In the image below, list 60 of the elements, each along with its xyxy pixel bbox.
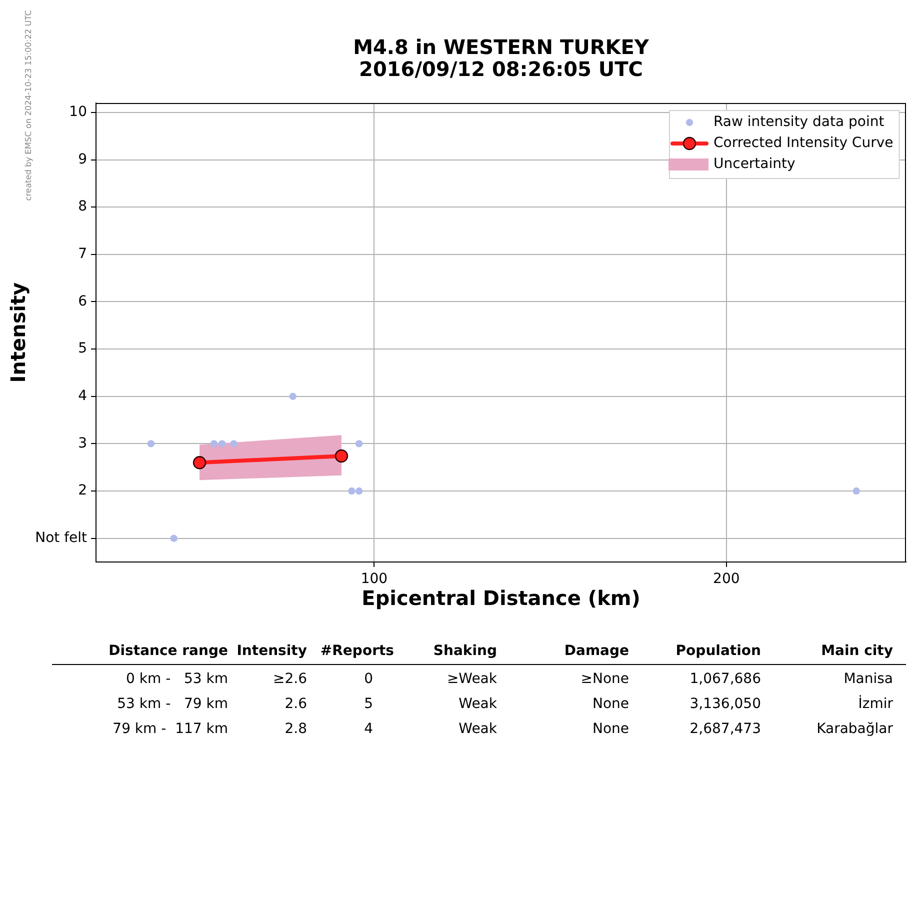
point [348, 487, 356, 495]
legend-label: Uncertainty [714, 156, 796, 172]
text: 4 [364, 721, 373, 737]
y-tick-label: 9 [78, 151, 87, 168]
text: 1,067,686 [690, 671, 761, 687]
x-tick-label: 100 [360, 571, 388, 588]
y-tick-label: 3 [78, 435, 87, 452]
point [147, 440, 155, 448]
text: 0 km - 53 km [126, 671, 228, 687]
legend-label: Raw intensity data point [714, 114, 885, 130]
text: ≥2.6 [273, 671, 307, 687]
y-tick-label: 5 [78, 340, 87, 357]
chart-title: M4.8 in WESTERN TURKEY [353, 35, 650, 60]
legend-label: Corrected Intensity Curve [714, 135, 894, 152]
y-axis-title: Intensity [6, 282, 30, 383]
text: None [592, 696, 629, 712]
y-tick-label: 10 [69, 104, 87, 120]
category-label: #Reports [320, 643, 394, 659]
y-tick-label: 2 [78, 482, 87, 499]
x-tick-label: 200 [713, 571, 740, 588]
text: ≥Weak [446, 671, 497, 687]
text: Karabağlar [816, 721, 893, 737]
text: İzmir [858, 696, 893, 712]
category-label: Intensity [236, 643, 307, 659]
point [230, 440, 238, 448]
text: 0 [364, 671, 373, 687]
category-label: Distance range [108, 643, 228, 659]
text: created by EMSC on 2024-10-23 15:00:22 UTC [23, 10, 33, 201]
point [218, 440, 226, 448]
point [192, 456, 206, 470]
text: Manisa [844, 671, 893, 687]
text: ≥None [580, 671, 629, 687]
y-tick-label: 7 [78, 246, 87, 262]
y-tick-label: Not felt [35, 530, 88, 546]
point [289, 392, 296, 400]
text: Weak [458, 696, 497, 712]
text: Weak [458, 721, 497, 737]
text: 2.6 [284, 696, 307, 712]
category-label: Main city [821, 643, 893, 659]
point [355, 487, 363, 495]
text: 2.8 [284, 721, 307, 737]
text: 3,136,050 [690, 696, 761, 712]
text: 53 km - 79 km [117, 696, 228, 712]
point [334, 449, 348, 463]
point [355, 440, 363, 448]
text: 2,687,473 [690, 721, 761, 737]
y-tick-label: 6 [78, 293, 88, 310]
point [170, 534, 178, 542]
category-label: Shaking [433, 643, 497, 659]
point [852, 487, 860, 495]
category-label: Damage [564, 643, 629, 659]
text: 79 km - 117 km [112, 721, 228, 737]
y-tick-label: 8 [78, 198, 87, 215]
x-axis-title: Epicentral Distance (km) [362, 586, 640, 610]
y-tick-label: 4 [78, 388, 88, 404]
point [210, 440, 218, 448]
text: 5 [364, 696, 373, 712]
chart-subtitle: 2016/09/12 08:26:05 UTC [359, 57, 643, 82]
category-label: Population [676, 643, 761, 659]
text: None [592, 721, 629, 737]
